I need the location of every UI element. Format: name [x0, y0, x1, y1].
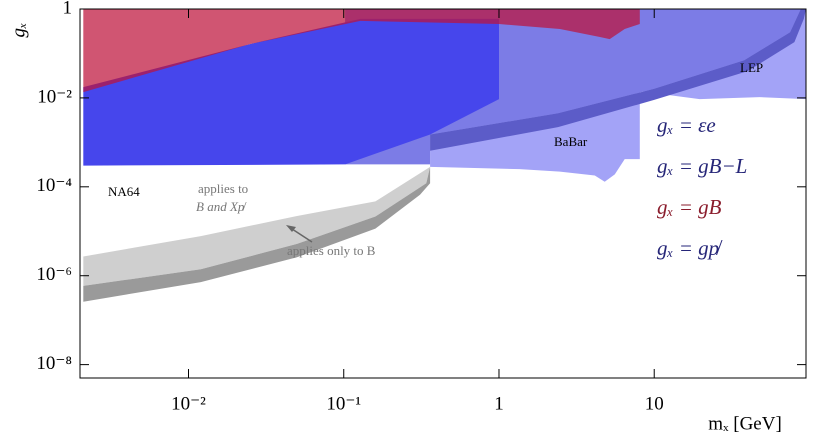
annotation: BaBar — [554, 134, 588, 149]
plot-area — [83, 9, 806, 302]
region — [83, 166, 431, 286]
annotation: B and Xp̸ — [196, 199, 247, 214]
annotation: applies only to B — [287, 243, 376, 258]
y-tick-label: 10⁻⁸ — [36, 353, 72, 374]
x-tick-label: 10 — [645, 393, 664, 414]
legend-entry: gₓ = gB−L — [657, 154, 747, 178]
annotation: NA64 — [108, 184, 140, 199]
x-tick-label: 10⁻² — [171, 393, 206, 414]
y-tick-label: 1 — [63, 0, 73, 18]
annotation: LEP — [740, 60, 763, 75]
y-tick-label: 10⁻⁴ — [36, 175, 72, 196]
region — [83, 9, 640, 93]
x-tick-label: 1 — [494, 393, 504, 414]
x-tick-label: 10⁻¹ — [326, 393, 361, 414]
region — [83, 18, 500, 166]
legend: gₓ = εe gₓ = gB−L gₓ = gB gₓ = gp̸ — [657, 113, 747, 260]
annotation: applies to — [198, 181, 248, 196]
legend-entry: gₓ = gp̸ — [657, 236, 723, 260]
y-tick-label: 10⁻² — [37, 86, 72, 107]
frame — [79, 8, 807, 379]
x-axis-label: mₓ [GeV] — [708, 413, 782, 434]
region — [83, 166, 431, 302]
legend-entry: gₓ = gB — [657, 195, 722, 219]
arrow — [286, 225, 313, 243]
y-tick-label: 10⁻⁶ — [36, 264, 72, 285]
y-axis-label: gₓ — [8, 23, 29, 38]
legend-entry: gₓ = εe — [657, 113, 716, 137]
region — [430, 9, 806, 151]
